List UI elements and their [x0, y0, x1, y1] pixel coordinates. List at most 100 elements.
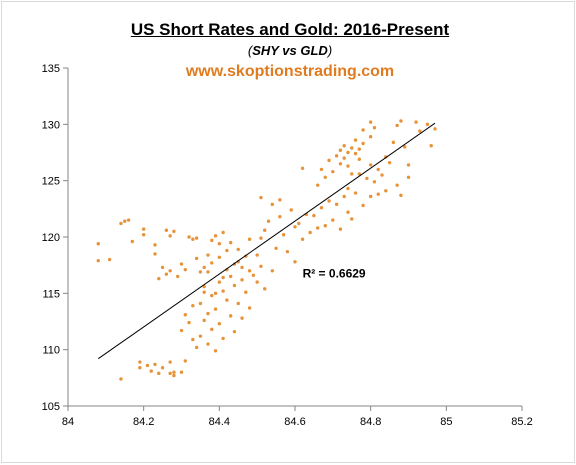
- data-point: [123, 219, 127, 223]
- y-tick-label: 120: [42, 232, 60, 244]
- data-point: [244, 290, 248, 294]
- x-tick-label: 85.2: [511, 416, 532, 428]
- data-point: [289, 208, 293, 212]
- data-point: [278, 215, 282, 219]
- data-point: [353, 138, 358, 142]
- data-point: [346, 164, 350, 168]
- x-tick-label: 84.4: [209, 416, 230, 428]
- data-point: [399, 119, 403, 123]
- data-point: [191, 304, 195, 308]
- data-point: [225, 248, 229, 253]
- data-point: [368, 120, 373, 124]
- data-point: [353, 191, 358, 195]
- data-point: [164, 228, 169, 232]
- data-point: [206, 253, 210, 257]
- data-point: [350, 217, 354, 221]
- data-point: [130, 239, 135, 244]
- data-point: [380, 173, 384, 177]
- y-tick-label: 135: [42, 63, 60, 75]
- data-point: [157, 371, 161, 376]
- data-point: [247, 269, 252, 273]
- data-point: [138, 360, 142, 364]
- data-point: [368, 163, 373, 167]
- data-point: [172, 229, 176, 234]
- data-point: [342, 194, 346, 199]
- data-point: [278, 198, 282, 202]
- data-point: [281, 233, 286, 237]
- data-point: [179, 328, 184, 333]
- data-point: [263, 287, 267, 291]
- data-point: [183, 359, 187, 363]
- data-point: [168, 360, 172, 364]
- x-tick-label: 85: [440, 416, 452, 428]
- data-point: [145, 363, 150, 368]
- data-point: [213, 307, 218, 311]
- data-point: [342, 144, 346, 148]
- data-point: [213, 349, 218, 353]
- data-point: [236, 301, 240, 306]
- data-point: [217, 255, 222, 259]
- data-point: [176, 274, 180, 279]
- data-point: [414, 120, 418, 124]
- data-point: [334, 202, 339, 207]
- data-point: [331, 169, 335, 174]
- data-point: [316, 183, 320, 187]
- data-point: [255, 280, 259, 284]
- data-point: [247, 306, 252, 310]
- data-point: [361, 128, 365, 132]
- data-point: [240, 265, 244, 270]
- data-point: [368, 194, 373, 199]
- x-tick-label: 84.6: [284, 416, 305, 428]
- data-point: [319, 206, 324, 210]
- data-point: [376, 167, 380, 172]
- data-point: [338, 162, 343, 166]
- data-point: [141, 227, 146, 231]
- data-point: [213, 291, 218, 296]
- data-point: [206, 270, 210, 274]
- data-point: [210, 238, 214, 243]
- data-point: [372, 126, 377, 130]
- data-point: [107, 257, 112, 262]
- data-point: [361, 141, 365, 146]
- data-point: [384, 189, 388, 193]
- data-point: [194, 236, 199, 240]
- data-point: [191, 337, 195, 342]
- data-point: [425, 122, 430, 127]
- data-point: [361, 203, 365, 208]
- data-point: [357, 147, 362, 151]
- data-point: [391, 140, 396, 145]
- data-point: [353, 151, 358, 156]
- data-point: [263, 228, 267, 232]
- data-point: [221, 230, 225, 235]
- data-point: [372, 180, 377, 184]
- data-point: [217, 322, 222, 326]
- r-squared-label: R² = 0.6629: [303, 267, 366, 281]
- data-point: [160, 265, 165, 270]
- data-point: [217, 242, 222, 246]
- data-point: [172, 370, 176, 374]
- data-point: [297, 221, 301, 226]
- data-point: [225, 298, 229, 302]
- data-point: [255, 253, 259, 257]
- data-point: [210, 293, 214, 298]
- data-point: [202, 265, 206, 270]
- y-tick-label: 105: [42, 401, 60, 413]
- data-point: [236, 247, 240, 252]
- data-point: [198, 270, 203, 274]
- x-tick-label: 84: [62, 416, 74, 428]
- data-point: [395, 183, 399, 187]
- data-point: [179, 262, 184, 266]
- data-point: [126, 218, 131, 222]
- data-point: [418, 129, 422, 133]
- data-point: [217, 280, 222, 284]
- data-point: [210, 261, 214, 265]
- data-point: [228, 240, 233, 245]
- data-point: [187, 235, 191, 239]
- data-point: [387, 160, 392, 165]
- data-point: [270, 202, 274, 207]
- data-point: [376, 192, 380, 196]
- data-point: [198, 301, 203, 306]
- y-tick-label: 130: [42, 119, 60, 131]
- data-point: [406, 175, 411, 179]
